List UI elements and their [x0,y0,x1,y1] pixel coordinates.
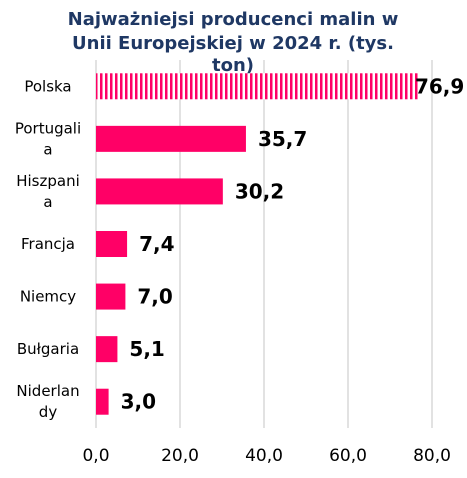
bar [96,283,126,310]
bars [96,73,419,415]
data-label: 7,4 [139,232,174,256]
category-label: Francja [21,235,75,253]
data-label: 7,0 [137,285,172,309]
category-label: Hiszpani [16,172,80,190]
x-tick-label: 40,0 [245,446,283,466]
category-label: Bułgaria [17,340,79,358]
data-label: 76,9 [415,74,464,98]
bar [96,388,109,415]
data-label: 3,0 [121,390,156,414]
bar [96,231,128,257]
category-label: Polska [24,77,71,95]
category-label: dy [39,403,58,421]
data-label: 30,2 [235,179,284,203]
chart-title-line: ton) [212,55,254,76]
x-tick-label: 0,0 [82,446,109,466]
grid-lines [95,60,433,428]
value-labels: 76,9 35,7 30,2 7,4 7,0 5,1 3,0 [121,74,465,413]
chart-title-line: Najważniejsi producenci malin w [68,9,399,30]
category-label: a [43,140,52,158]
bar [96,178,223,205]
x-tick-label: 80,0 [413,446,451,466]
x-tick-label: 60,0 [329,446,367,466]
data-label: 5,1 [129,337,164,361]
category-label: Portugali [15,119,81,137]
bar [96,336,118,363]
category-label: Niderlan [16,382,79,400]
chart-title: Najważniejsi producenci malin w Unii Euro… [68,9,399,76]
chart-title-line: Unii Europejskiej w 2024 r. (tys. [72,33,394,54]
bar [96,73,419,100]
category-label: Niemcy [20,288,76,306]
category-label: a [43,193,52,211]
x-axis-tick-labels: 0,0 20,0 40,0 60,0 80,0 [82,446,450,466]
category-labels: Polska Portugali a Hiszpani a Francja Niemcy Bu… [15,77,81,421]
bar [96,125,246,152]
x-tick-label: 20,0 [161,446,199,466]
data-label: 35,7 [258,127,307,151]
